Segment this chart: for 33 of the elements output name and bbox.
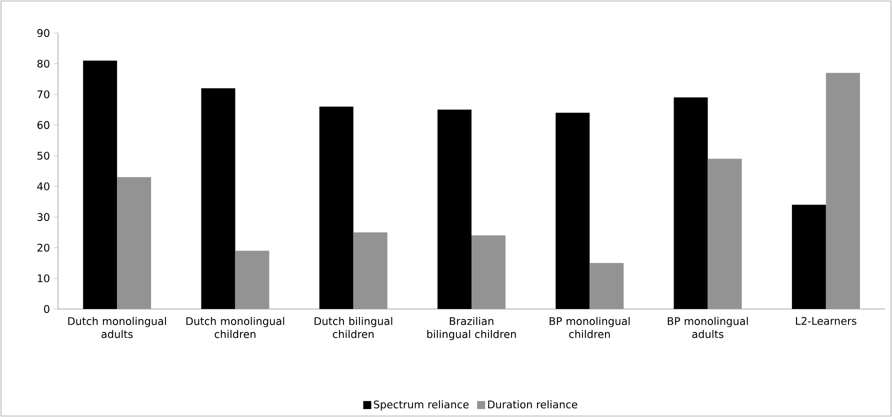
y-tick-label: 60 [37,121,50,129]
bar [674,97,708,309]
bar [117,177,152,309]
x-tick-label: BP monolingual children [550,316,630,338]
bar [590,263,624,309]
bar [708,158,742,309]
x-tick-label: Dutch bilingual children [314,316,392,338]
x-tick-label: BP monolingual adults [668,316,748,338]
x-tick-label: L2-Learners [796,316,856,325]
bar [826,72,860,309]
y-tick-label: 20 [37,244,50,252]
bar [319,106,354,309]
legend-label: Spectrum reliance [374,400,469,410]
y-tick-label: 80 [37,60,50,68]
bar [556,112,590,309]
y-tick-label: 90 [37,29,50,37]
y-tick-label: 50 [38,152,50,160]
y-tick-label: 70 [38,90,50,98]
bar [353,232,388,309]
x-tick-label: Dutch monolingual children [186,316,284,338]
bar [235,250,270,309]
y-tick-label: 0 [44,305,50,313]
bar [201,88,236,309]
bar [83,60,118,309]
bar [472,235,506,309]
y-tick-label: 10 [38,274,50,282]
x-tick-label: Brazilian bilingual children [427,316,516,340]
legend-label: Duration reliance [488,400,578,408]
y-tick-label: 30 [37,213,50,221]
bar [792,204,826,309]
x-tick-label: Dutch monolingual adults [68,316,166,338]
y-tick-label: 40 [37,182,50,190]
bar [438,110,472,309]
